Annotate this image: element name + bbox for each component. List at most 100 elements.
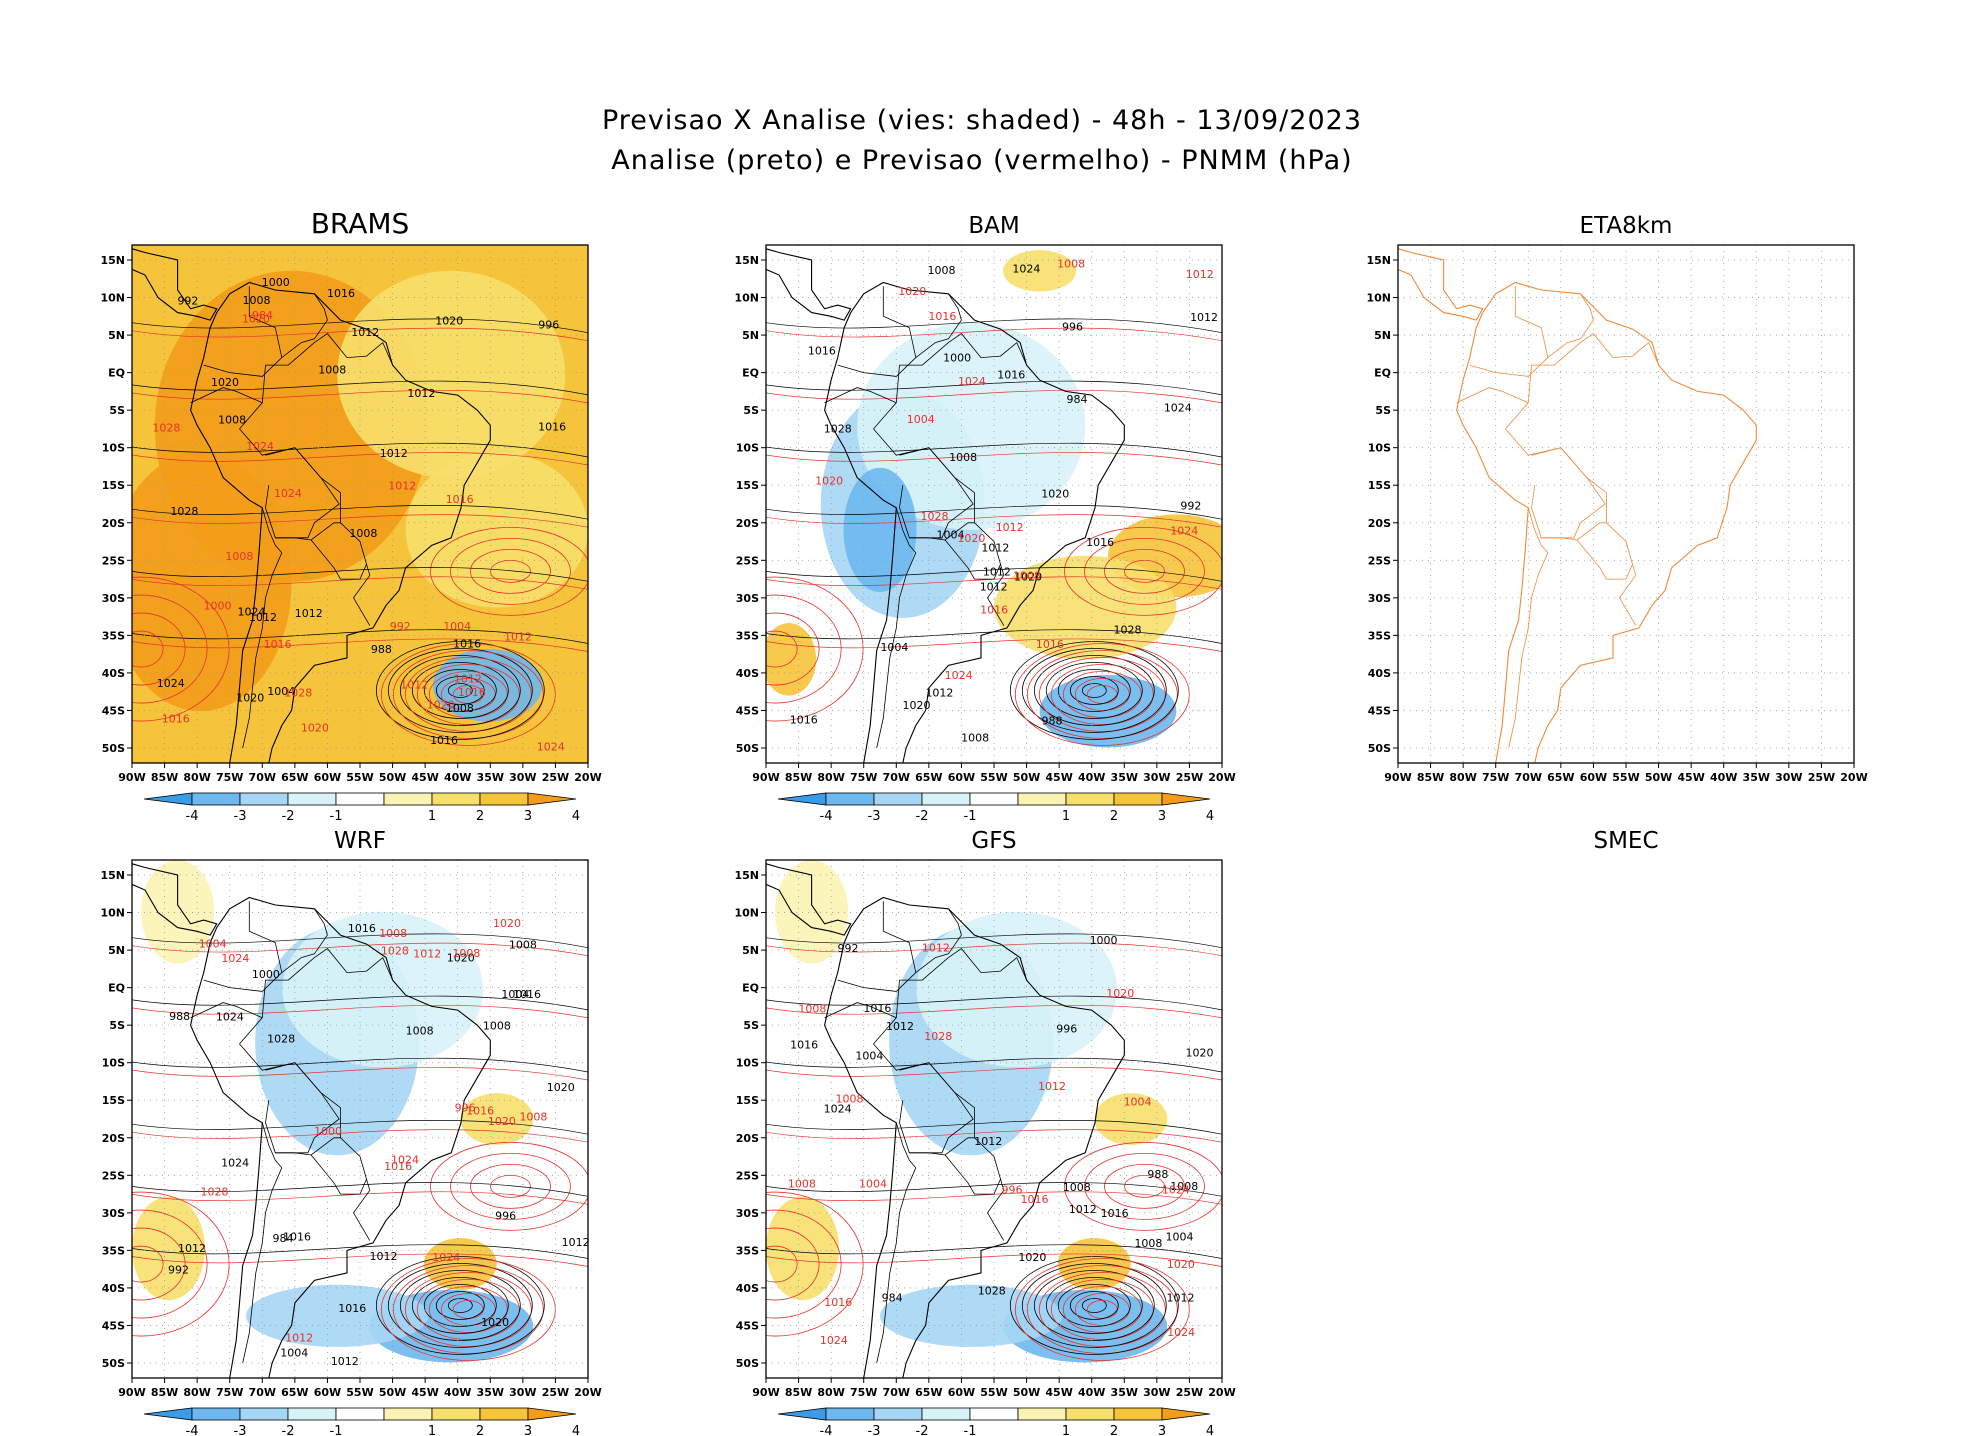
analysis-isobar xyxy=(132,1057,588,1073)
isobar-label-analysis: 1004 xyxy=(937,529,965,542)
colorbar-arrow-right xyxy=(1161,792,1211,806)
colorbar-segment xyxy=(921,792,971,806)
lat-tick-label: 10S xyxy=(102,442,125,455)
analysis-isobar xyxy=(132,1244,588,1259)
lon-tick-label: 85W xyxy=(151,771,178,784)
lon-tick-label: 70W xyxy=(249,771,276,784)
isobar-label-analysis: 1000 xyxy=(252,968,280,981)
analysis-isobar xyxy=(766,1182,1222,1197)
lon-tick-label: 70W xyxy=(1515,771,1542,784)
isobar-label-forecast: 1024 xyxy=(1170,524,1198,537)
lon-tick-label: 45W xyxy=(411,1386,438,1399)
colorbar-segment xyxy=(825,792,875,806)
lon-tick-label: 55W xyxy=(346,771,373,784)
isobar-label-analysis: 1012 xyxy=(331,1355,359,1368)
panel-plot-area xyxy=(1398,245,1854,763)
isobar-label-forecast: 1000 xyxy=(314,1125,342,1138)
colorbar-tick-label: 2 xyxy=(476,1424,484,1436)
lat-tick-label: 45S xyxy=(1368,704,1391,717)
isobar-label-forecast: 1020 xyxy=(427,699,455,712)
forecast-isobar xyxy=(766,576,1222,590)
analysis-isobar xyxy=(132,380,588,396)
forecast-isobar xyxy=(766,630,798,668)
lat-tick-label: EQ xyxy=(108,367,125,380)
lat-tick-label: 15S xyxy=(102,479,125,492)
isobar-label-forecast: 1016 xyxy=(384,1160,412,1173)
country-border xyxy=(915,908,962,973)
country-border xyxy=(876,507,917,749)
lon-tick-label: 30W xyxy=(1775,771,1802,784)
bias-shade-region xyxy=(282,911,484,1068)
lat-tick-label: 10N xyxy=(734,292,759,305)
lon-tick-label: 50W xyxy=(379,1386,406,1399)
isobar-label-forecast: 1020 xyxy=(1167,1258,1195,1271)
isobar-label-analysis: 1012 xyxy=(1167,1291,1195,1304)
isobar-label-forecast: 1020 xyxy=(957,532,985,545)
isobar-label-analysis: 1008 xyxy=(406,1025,434,1038)
forecast-isobar xyxy=(1038,657,1166,732)
bias-shade-region xyxy=(1057,1238,1131,1290)
isobar-label-forecast: 996 xyxy=(1002,1183,1023,1196)
forecast-isobar xyxy=(132,576,230,722)
bias-shade-region xyxy=(766,623,817,696)
isobar-label-analysis: 1012 xyxy=(925,687,953,700)
lat-tick-label: 15N xyxy=(1366,254,1391,267)
analysis-isobar xyxy=(435,676,485,705)
isobar-label-analysis: 1020 xyxy=(481,1316,509,1329)
figure-title-line2: Analise (preto) e Previsao (vermelho) - … xyxy=(611,145,1353,176)
colorbar-segment xyxy=(431,1407,481,1421)
lon-tick-label: 55W xyxy=(1612,771,1639,784)
lat-tick-label: 50S xyxy=(102,742,125,755)
isobar-label-analysis: 1000 xyxy=(943,352,971,365)
colorbar-segment xyxy=(1017,792,1067,806)
colorbar-tick-label: 3 xyxy=(524,809,532,824)
lat-tick-label: 45S xyxy=(736,704,759,717)
colorbar-segment xyxy=(239,792,289,806)
forecast-isobar xyxy=(132,1227,186,1301)
colorbar-segment xyxy=(873,792,923,806)
central-america-coastline xyxy=(132,248,218,321)
isobar-label-analysis: 1012 xyxy=(407,387,435,400)
isobar-label-forecast: 1016 xyxy=(264,638,292,651)
forecast-isobar xyxy=(132,1253,588,1267)
colorbar-tick-label: 1 xyxy=(1062,809,1070,824)
lat-tick-label: 20S xyxy=(736,517,759,530)
isobar-label-analysis: 1004 xyxy=(267,685,295,698)
analysis-isobar xyxy=(387,648,533,733)
isobar-label-analysis: 1004 xyxy=(855,1050,883,1063)
isobar-label-analysis: 1028 xyxy=(267,1032,295,1045)
forecast-isobar xyxy=(1014,1258,1190,1361)
bias-shade-region xyxy=(141,860,215,964)
lon-tick-label: 80W xyxy=(183,771,210,784)
lon-tick-label: 90W xyxy=(752,1386,779,1399)
lon-tick-label: 45W xyxy=(1045,771,1072,784)
analysis-isobar xyxy=(1045,1277,1143,1334)
analysis-isobar xyxy=(435,1291,485,1320)
forecast-isobar xyxy=(132,1209,208,1319)
lon-tick-label: 65W xyxy=(281,771,308,784)
lon-tick-label: 85W xyxy=(151,1386,178,1399)
analysis-isobar xyxy=(132,567,588,582)
lon-tick-label: 65W xyxy=(281,1386,308,1399)
isobar-label-analysis: 1016 xyxy=(348,922,376,935)
isobar-label-analysis: 1008 xyxy=(1170,1180,1198,1193)
lon-tick-label: 65W xyxy=(915,771,942,784)
lat-tick-label: EQ xyxy=(742,982,759,995)
country-border xyxy=(1456,387,1529,404)
analysis-isobar xyxy=(1069,1291,1119,1320)
forecast-isobar xyxy=(470,1163,551,1209)
isobar-label-analysis: 1020 xyxy=(211,376,239,389)
lon-tick-label: 70W xyxy=(883,1386,910,1399)
lat-tick-label: 45S xyxy=(736,1319,759,1332)
isobar-label-forecast: 1004 xyxy=(199,937,227,950)
panel-title: GFS xyxy=(971,828,1016,854)
isobar-label-analysis: 1028 xyxy=(170,505,198,518)
analysis-isobar xyxy=(766,505,1222,520)
lon-tick-label: 35W xyxy=(477,1386,504,1399)
lat-tick-label: 5S xyxy=(1375,404,1391,417)
country-border xyxy=(899,447,974,539)
forecast-isobar xyxy=(1050,664,1154,725)
colorbar-tick-label: -2 xyxy=(916,809,929,824)
lat-tick-label: 25S xyxy=(736,1169,759,1182)
lon-tick-label: 20W xyxy=(1208,771,1235,784)
